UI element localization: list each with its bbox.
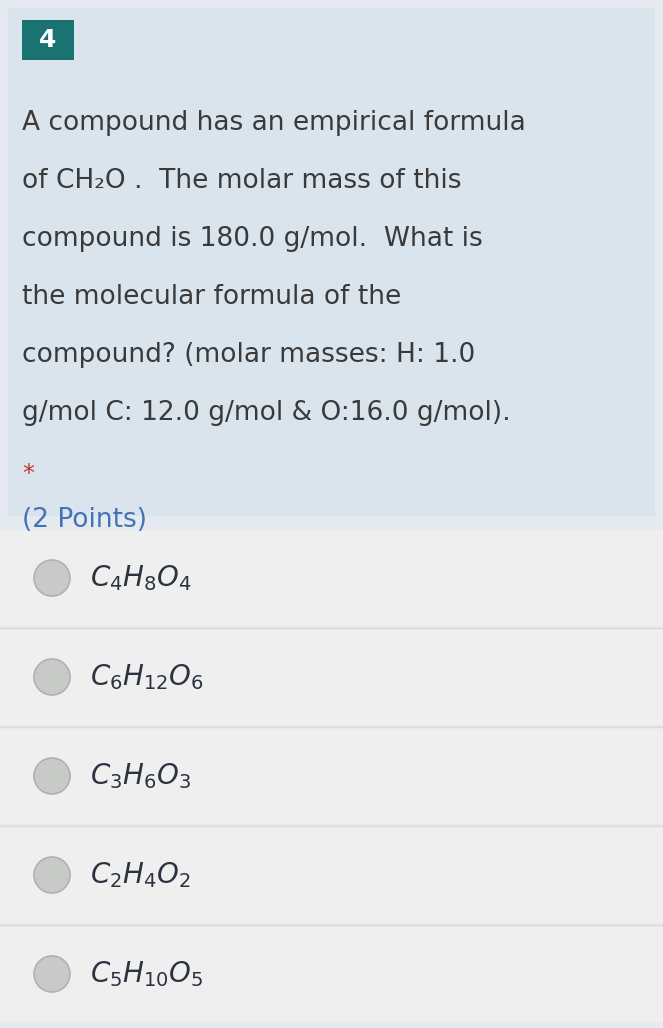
FancyBboxPatch shape <box>8 8 655 516</box>
Text: (2 Points): (2 Points) <box>22 507 147 533</box>
Text: g/mol C: 12.0 g/mol & O:16.0 g/mol).: g/mol C: 12.0 g/mol & O:16.0 g/mol). <box>22 400 511 426</box>
Circle shape <box>34 560 70 596</box>
FancyBboxPatch shape <box>0 629 663 725</box>
Circle shape <box>34 659 70 695</box>
Text: $C_6H_{12}O_6$: $C_6H_{12}O_6$ <box>90 662 204 692</box>
FancyBboxPatch shape <box>0 530 663 626</box>
FancyBboxPatch shape <box>0 926 663 1022</box>
Text: *: * <box>22 462 34 486</box>
Text: the molecular formula of the: the molecular formula of the <box>22 284 401 310</box>
Text: A compound has an empirical formula: A compound has an empirical formula <box>22 110 526 136</box>
Text: of CH₂O .  The molar mass of this: of CH₂O . The molar mass of this <box>22 168 461 194</box>
Text: $C_3H_6O_3$: $C_3H_6O_3$ <box>90 761 191 791</box>
Text: $C_5H_{10}O_5$: $C_5H_{10}O_5$ <box>90 959 204 989</box>
Circle shape <box>34 956 70 992</box>
Circle shape <box>34 857 70 893</box>
Text: compound? (molar masses: H: 1.0: compound? (molar masses: H: 1.0 <box>22 342 475 368</box>
FancyBboxPatch shape <box>22 20 74 60</box>
Text: $C_2H_4O_2$: $C_2H_4O_2$ <box>90 860 191 890</box>
FancyBboxPatch shape <box>0 728 663 824</box>
Text: compound is 180.0 g/mol.  What is: compound is 180.0 g/mol. What is <box>22 226 483 252</box>
FancyBboxPatch shape <box>0 827 663 923</box>
Text: $C_4H_8O_4$: $C_4H_8O_4$ <box>90 563 192 593</box>
Circle shape <box>34 758 70 794</box>
Text: 4: 4 <box>39 28 57 52</box>
